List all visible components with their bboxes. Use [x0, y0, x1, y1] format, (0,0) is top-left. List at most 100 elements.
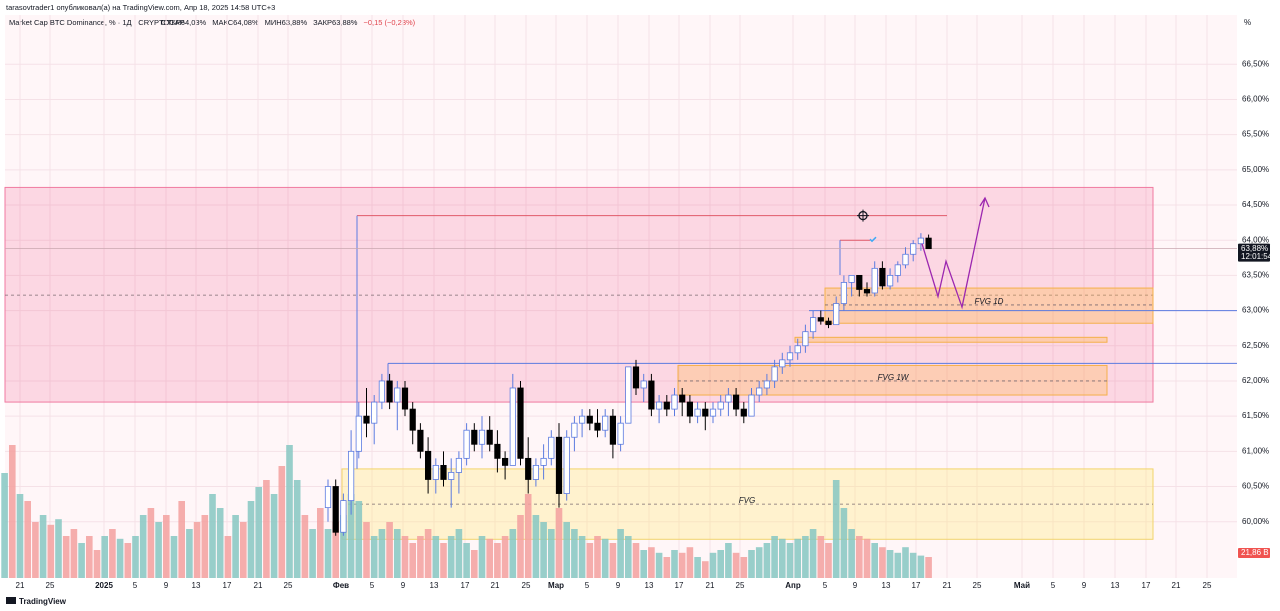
volume-bar	[825, 543, 832, 578]
volume-bar	[817, 536, 825, 578]
candle-body	[656, 401, 663, 410]
volume-bar	[93, 550, 101, 578]
candle-body	[748, 394, 755, 417]
x-tick-label: 17	[675, 581, 684, 590]
volume-bar	[886, 550, 894, 578]
volume-bar	[563, 522, 570, 578]
volume-bar	[293, 480, 301, 578]
volume-bar	[86, 536, 93, 578]
zone-label: FVG 1W	[878, 373, 910, 382]
volume-bar	[617, 529, 624, 578]
volume-bar	[732, 552, 740, 578]
candle-body	[494, 443, 501, 459]
x-tick-label: 21	[16, 581, 25, 590]
volume-bar	[894, 552, 902, 578]
x-tick-label: 17	[223, 581, 232, 590]
volume-bar	[240, 522, 247, 578]
volume-bar	[702, 561, 709, 578]
volume-bar	[840, 508, 848, 578]
candle-body	[802, 331, 809, 347]
candle-body	[632, 366, 640, 389]
candle-body	[417, 429, 424, 452]
candle-body	[702, 408, 709, 417]
candle-body	[763, 380, 771, 389]
volume-bar	[717, 550, 724, 578]
volume-bar	[748, 550, 755, 578]
candle-body	[594, 422, 601, 431]
volume-bar	[378, 529, 386, 578]
candle-body	[347, 450, 355, 501]
logo-icon	[6, 597, 16, 604]
candle-body	[894, 264, 901, 276]
volume-bar	[848, 529, 855, 578]
volume-bar	[832, 480, 840, 578]
countdown: 12:01:54	[1241, 252, 1273, 261]
candle-body	[625, 366, 632, 424]
volume-bar	[540, 522, 547, 578]
candle-body	[478, 429, 486, 445]
candle-body	[455, 457, 463, 473]
volume-bar	[671, 550, 678, 578]
volume-bar	[301, 515, 309, 578]
volume-bar	[1, 473, 8, 578]
x-tick-label: 25	[1203, 581, 1212, 590]
volume-bar	[686, 547, 694, 578]
volume-bar	[786, 543, 794, 578]
y-tick-label: 65,50%	[1242, 130, 1269, 139]
candle-body	[825, 320, 832, 326]
candle-body	[386, 380, 393, 403]
candle-body	[810, 317, 817, 333]
candle-body	[440, 464, 447, 480]
candle-body	[786, 352, 794, 361]
candle-body	[555, 436, 563, 494]
y-tick-label: 62,50%	[1242, 341, 1269, 350]
candle-body	[917, 237, 925, 245]
candle-body	[448, 472, 455, 480]
candle-body	[733, 394, 740, 410]
volume-bar	[678, 552, 686, 578]
candle-body	[817, 317, 824, 322]
candle-body	[663, 401, 670, 410]
candle-body	[848, 274, 855, 283]
volume-bar	[324, 529, 332, 578]
volume-bar	[925, 557, 932, 578]
x-tick-label: 2025	[95, 581, 113, 590]
volume-bar	[609, 543, 617, 578]
volume-bar	[455, 529, 463, 578]
candle-body	[471, 429, 478, 445]
x-tick-label: Апр	[785, 581, 801, 590]
volume-bar	[640, 550, 647, 578]
volume-bar	[809, 529, 817, 578]
x-tick-label: 13	[882, 581, 891, 590]
volume-bar	[55, 519, 62, 578]
candle-body	[525, 457, 532, 480]
volume-bar	[625, 536, 632, 578]
volume-bar	[494, 543, 501, 578]
volume-bar	[709, 552, 717, 578]
candle-body	[324, 486, 332, 509]
candle-body	[340, 500, 347, 533]
candle-body	[794, 345, 801, 354]
volume-bar	[586, 543, 594, 578]
x-tick-label: 17	[1142, 581, 1151, 590]
candle-body	[671, 394, 678, 410]
volume-bar	[755, 547, 763, 578]
unit-label: %	[1244, 18, 1251, 27]
candle-body	[517, 387, 524, 459]
candle-body	[355, 415, 362, 452]
volume-bar	[501, 536, 509, 578]
volume-bar	[917, 555, 925, 578]
y-tick-label: 61,00%	[1242, 446, 1269, 455]
candle-body	[486, 429, 493, 445]
volume-bar	[648, 547, 655, 578]
volume-bar	[317, 508, 324, 578]
candle-body	[332, 486, 339, 533]
candle-body	[640, 380, 647, 389]
candle-body	[378, 380, 386, 403]
zone-label: FVG	[739, 496, 755, 505]
candle-body	[571, 422, 578, 438]
x-tick-label: 17	[461, 581, 470, 590]
x-tick-label: 25	[973, 581, 982, 590]
volume-bar	[286, 445, 293, 578]
